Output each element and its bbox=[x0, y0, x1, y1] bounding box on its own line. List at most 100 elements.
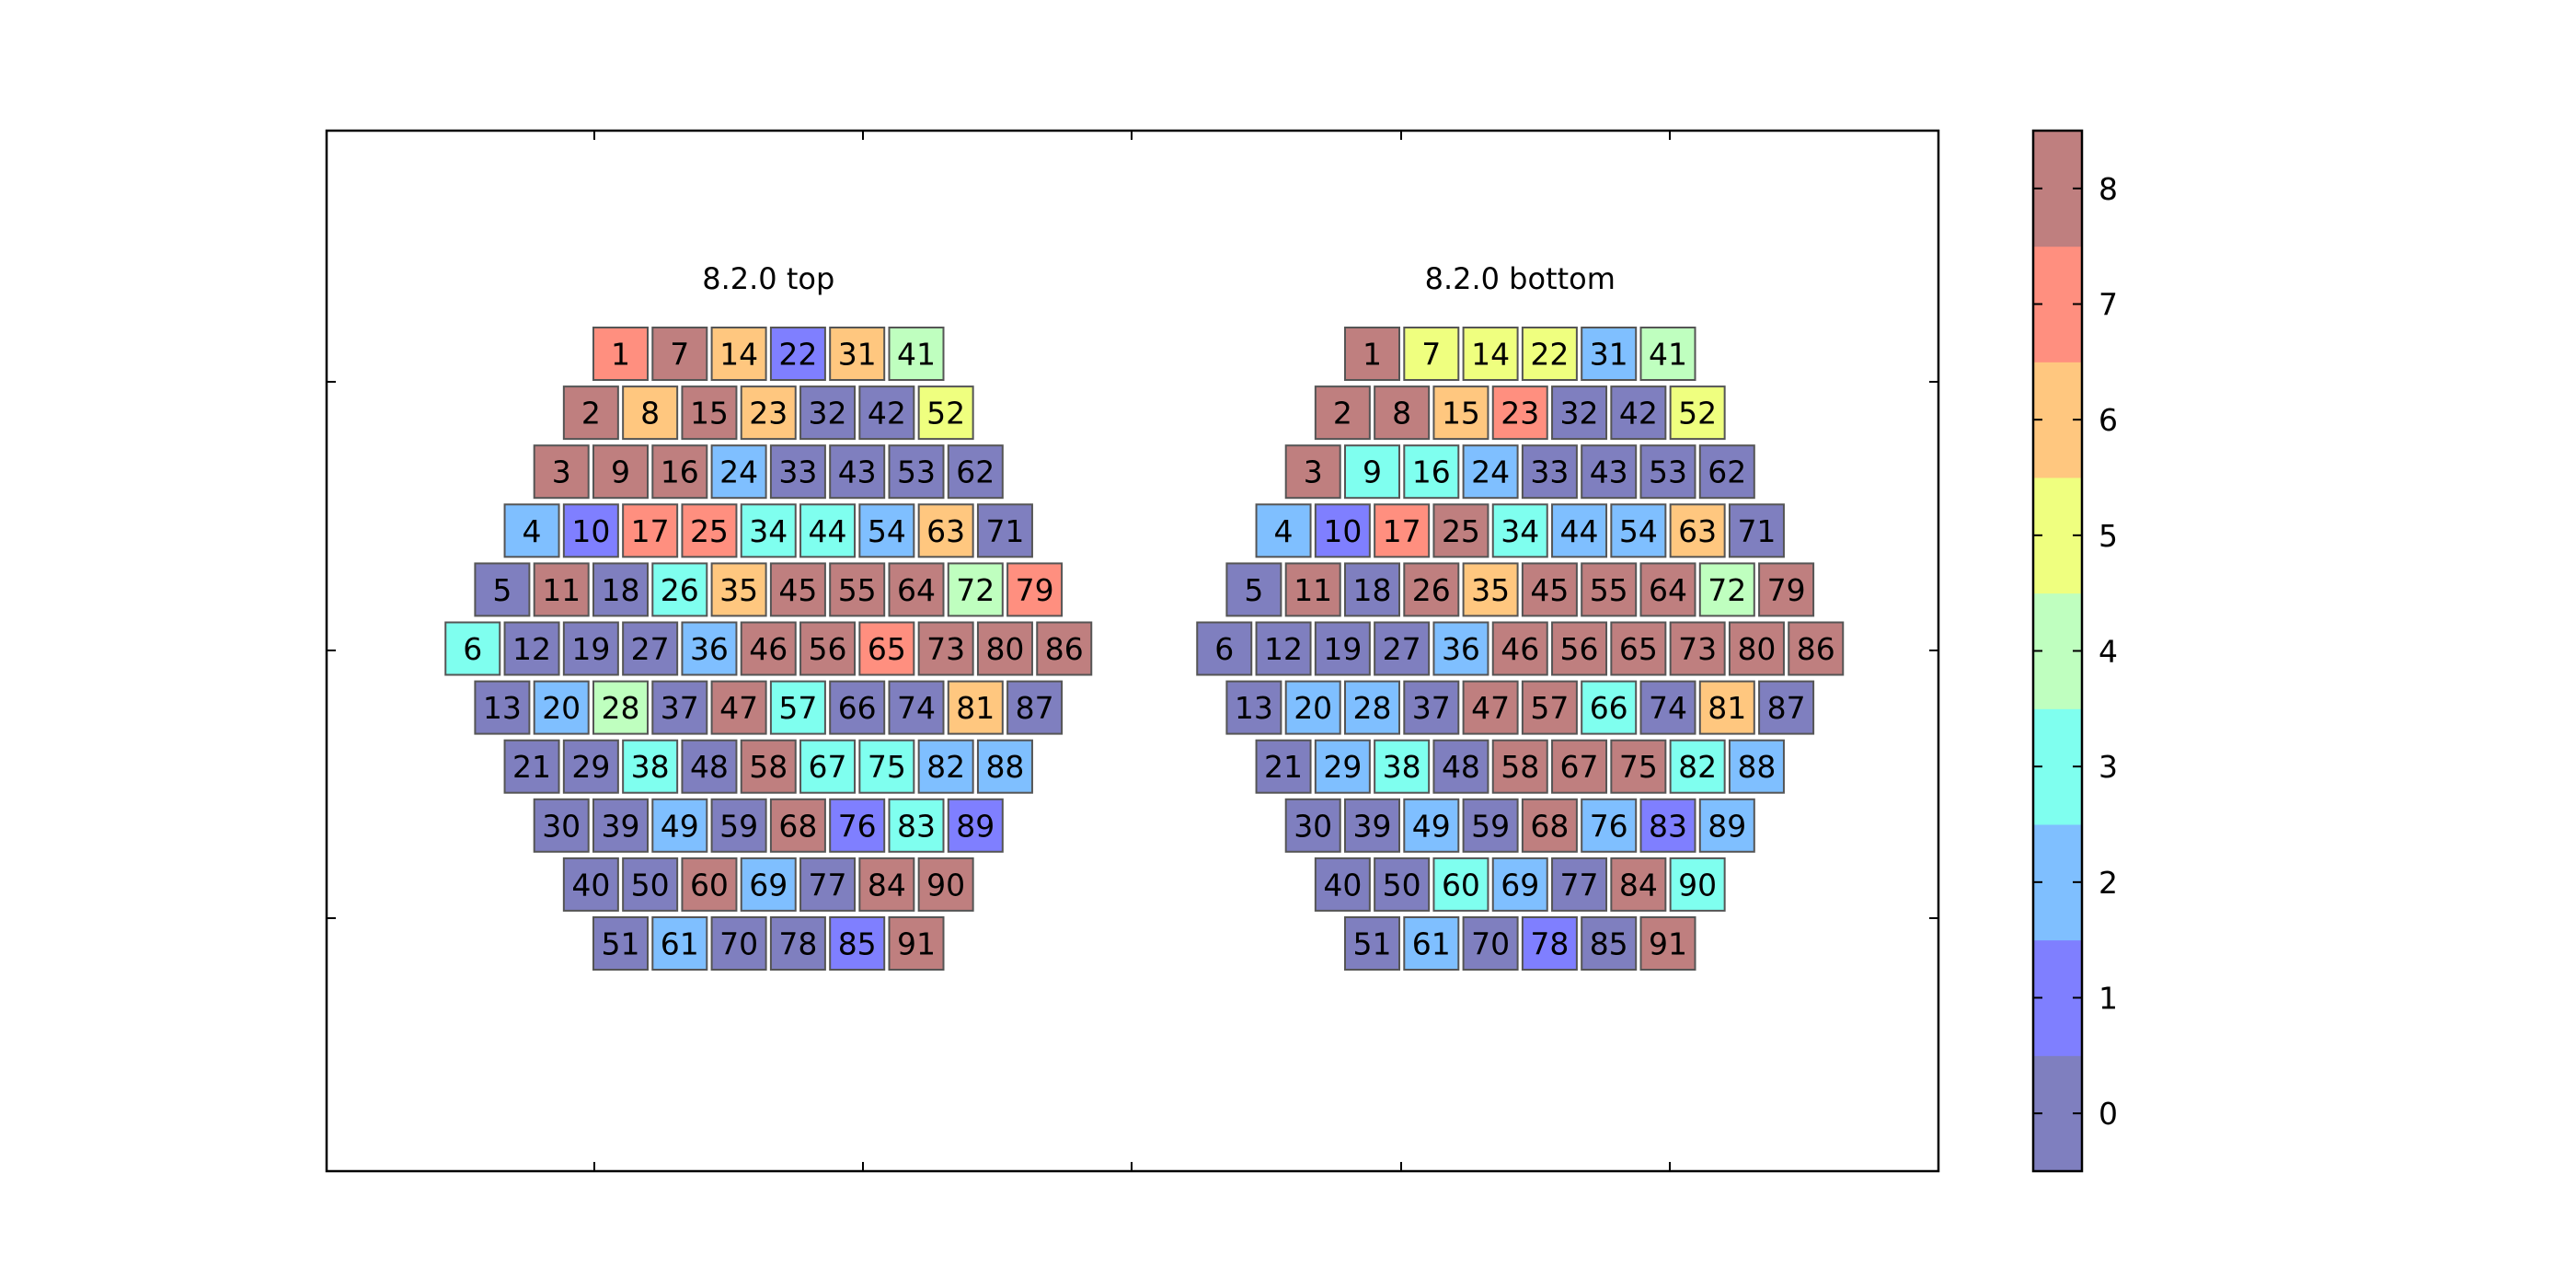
heatmap-cell: 33 bbox=[769, 444, 826, 500]
cell-rect bbox=[562, 857, 619, 912]
heatmap-cell: 20 bbox=[1284, 680, 1341, 735]
heatmap-cell: 64 bbox=[888, 562, 945, 617]
cell-rect bbox=[976, 621, 1033, 676]
cell-rect bbox=[1551, 739, 1608, 794]
heatmap-cell: 48 bbox=[681, 739, 738, 794]
heatmap-cell: 86 bbox=[1036, 621, 1093, 676]
heatmap-cell: 72 bbox=[1698, 562, 1755, 617]
heatmap-cell: 80 bbox=[976, 621, 1033, 676]
cell-rect bbox=[1610, 385, 1667, 441]
cell-rect bbox=[1669, 621, 1726, 676]
heatmap-cell: 11 bbox=[533, 562, 590, 617]
cell-rect bbox=[1403, 327, 1460, 381]
cell-rect bbox=[622, 621, 679, 676]
heatmap-cell: 55 bbox=[1581, 562, 1638, 617]
cell-label: 76 bbox=[838, 808, 877, 844]
heatmap-cell: 61 bbox=[1403, 916, 1460, 971]
cell-rect bbox=[1521, 562, 1578, 617]
heatmap-cell: 81 bbox=[1698, 680, 1755, 735]
cell-rect bbox=[858, 503, 915, 558]
heatmap-cell: 68 bbox=[769, 798, 826, 853]
cell-rect bbox=[1491, 857, 1548, 912]
cell-rect bbox=[740, 739, 797, 794]
cell-label: 2 bbox=[581, 396, 601, 431]
cell-label: 3 bbox=[1304, 454, 1323, 490]
heatmap-cell: 25 bbox=[1432, 503, 1489, 558]
cell-rect bbox=[1403, 798, 1460, 853]
heatmap-cell: 85 bbox=[829, 916, 886, 971]
cell-label: 85 bbox=[838, 926, 877, 962]
cell-label: 75 bbox=[868, 749, 906, 785]
heatmap-cell: 9 bbox=[592, 444, 649, 500]
cell-rect bbox=[1610, 503, 1667, 558]
cell-rect bbox=[1728, 621, 1785, 676]
cell-rect bbox=[1639, 444, 1696, 500]
cell-label: 51 bbox=[602, 926, 640, 962]
cell-rect bbox=[503, 621, 560, 676]
cell-rect bbox=[917, 503, 974, 558]
cell-rect bbox=[1581, 562, 1638, 617]
cell-rect bbox=[710, 798, 767, 853]
cell-label: 20 bbox=[1294, 690, 1332, 726]
cell-label: 12 bbox=[1264, 631, 1303, 667]
cell-label: 22 bbox=[1530, 337, 1569, 373]
cell-rect bbox=[769, 444, 826, 500]
heatmap-cell: 58 bbox=[740, 739, 797, 794]
cell-label: 22 bbox=[778, 337, 817, 373]
cell-rect bbox=[1432, 857, 1489, 912]
cell-label: 73 bbox=[926, 631, 965, 667]
heatmap-cell: 3 bbox=[533, 444, 590, 500]
colorbar-tick-label: 0 bbox=[2099, 1096, 2118, 1132]
cell-label: 49 bbox=[1412, 808, 1451, 844]
heatmap-cell: 14 bbox=[710, 327, 767, 381]
cell-rect bbox=[1639, 680, 1696, 735]
cell-label: 13 bbox=[483, 690, 522, 726]
cell-rect bbox=[1284, 444, 1341, 500]
cell-rect bbox=[1581, 444, 1638, 500]
cell-label: 2 bbox=[1333, 396, 1352, 431]
cell-rect bbox=[592, 562, 649, 617]
cell-label: 86 bbox=[1797, 631, 1835, 667]
cell-label: 13 bbox=[1235, 690, 1273, 726]
cell-label: 83 bbox=[1649, 808, 1687, 844]
heatmap-cell: 15 bbox=[1432, 385, 1489, 441]
heatmap-cell: 36 bbox=[681, 621, 738, 676]
cell-rect bbox=[562, 739, 619, 794]
cell-label: 81 bbox=[956, 690, 995, 726]
heatmap-cell: 83 bbox=[888, 798, 945, 853]
cell-label: 44 bbox=[809, 513, 847, 549]
heatmap-cell: 31 bbox=[1581, 327, 1638, 381]
heatmap-cell: 42 bbox=[1610, 385, 1667, 441]
cell-rect bbox=[1403, 562, 1460, 617]
cell-label: 72 bbox=[1708, 572, 1746, 608]
cell-rect bbox=[1432, 739, 1489, 794]
heatmap-cell: 53 bbox=[1639, 444, 1696, 500]
cell-label: 17 bbox=[1383, 513, 1421, 549]
heatmap-cell: 62 bbox=[947, 444, 1004, 500]
heatmap-cell: 16 bbox=[1403, 444, 1460, 500]
cell-label: 52 bbox=[1678, 396, 1717, 431]
cell-label: 16 bbox=[1412, 454, 1451, 490]
heatmap-cell: 44 bbox=[1551, 503, 1608, 558]
cell-rect bbox=[1344, 680, 1400, 735]
cell-rect bbox=[592, 680, 649, 735]
cell-label: 43 bbox=[838, 454, 877, 490]
cell-label: 31 bbox=[838, 337, 877, 373]
cell-rect bbox=[710, 916, 767, 971]
cell-rect bbox=[444, 621, 501, 676]
cell-rect bbox=[888, 562, 945, 617]
heatmap-cell: 63 bbox=[917, 503, 974, 558]
cell-rect bbox=[1610, 739, 1667, 794]
colorbar-tick-label: 7 bbox=[2099, 287, 2118, 323]
cell-rect bbox=[1284, 798, 1341, 853]
cell-label: 5 bbox=[492, 572, 512, 608]
heatmap-cell: 13 bbox=[474, 680, 531, 735]
cell-label: 68 bbox=[1530, 808, 1569, 844]
heatmap-cell: 44 bbox=[799, 503, 857, 558]
cell-label: 55 bbox=[1590, 572, 1628, 608]
heatmap-cell: 17 bbox=[622, 503, 679, 558]
cell-rect bbox=[829, 444, 886, 500]
cell-label: 55 bbox=[838, 572, 877, 608]
